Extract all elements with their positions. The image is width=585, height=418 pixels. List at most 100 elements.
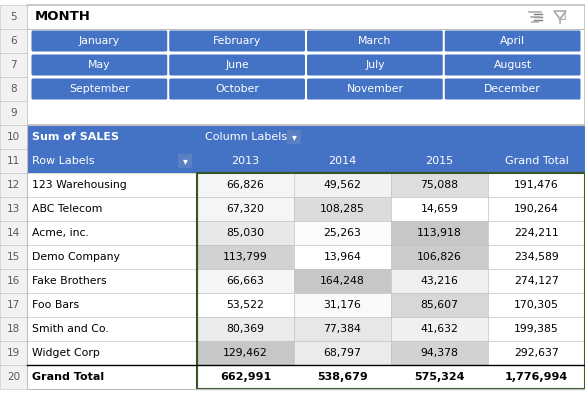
Bar: [27, 221, 197, 245]
Text: Grand Total: Grand Total: [32, 372, 104, 382]
FancyBboxPatch shape: [445, 31, 580, 51]
Text: 15: 15: [7, 252, 20, 262]
Bar: [0, 101, 27, 125]
Bar: [488, 317, 585, 341]
Text: Sum of SALES: Sum of SALES: [32, 132, 119, 142]
Text: 538,679: 538,679: [317, 372, 368, 382]
Text: ▾: ▾: [291, 132, 297, 142]
Bar: [27, 125, 585, 149]
Bar: [294, 245, 391, 269]
Bar: [27, 341, 197, 365]
Bar: [0, 365, 27, 389]
Text: 199,385: 199,385: [514, 324, 559, 334]
Bar: [294, 221, 391, 245]
Bar: [488, 293, 585, 317]
Text: Column Labels: Column Labels: [205, 132, 287, 142]
Text: 234,589: 234,589: [514, 252, 559, 262]
Bar: [0, 173, 27, 197]
Bar: [27, 5, 585, 125]
Text: August: August: [494, 60, 532, 70]
Text: April: April: [500, 36, 525, 46]
Text: 129,462: 129,462: [223, 348, 268, 358]
Text: 2014: 2014: [328, 156, 357, 166]
Text: 20: 20: [7, 372, 20, 382]
Bar: [197, 173, 585, 389]
Text: 113,799: 113,799: [223, 252, 268, 262]
FancyBboxPatch shape: [169, 54, 305, 76]
Bar: [197, 221, 294, 245]
Bar: [0, 5, 27, 29]
Text: 224,211: 224,211: [514, 228, 559, 238]
Bar: [27, 173, 197, 197]
Bar: [391, 245, 488, 269]
Text: 662,991: 662,991: [220, 372, 271, 382]
Bar: [27, 245, 197, 269]
Bar: [0, 29, 27, 53]
Bar: [197, 269, 294, 293]
Text: 67,320: 67,320: [226, 204, 264, 214]
Text: 43,216: 43,216: [421, 276, 459, 286]
Text: 19: 19: [7, 348, 20, 358]
FancyBboxPatch shape: [445, 54, 580, 76]
FancyBboxPatch shape: [169, 31, 305, 51]
Text: ▾: ▾: [183, 156, 187, 166]
Bar: [391, 269, 488, 293]
Bar: [294, 197, 391, 221]
Text: 123 Warehousing: 123 Warehousing: [32, 180, 127, 190]
Text: 9: 9: [10, 108, 17, 118]
Text: 18: 18: [7, 324, 20, 334]
Text: 66,826: 66,826: [226, 180, 264, 190]
Bar: [488, 197, 585, 221]
Bar: [0, 125, 27, 149]
Bar: [27, 197, 197, 221]
Text: Row Labels: Row Labels: [32, 156, 95, 166]
Bar: [0, 77, 27, 101]
Bar: [178, 154, 192, 168]
Bar: [0, 293, 27, 317]
Text: 85,607: 85,607: [421, 300, 459, 310]
Text: November: November: [346, 84, 404, 94]
Bar: [27, 269, 197, 293]
Text: Widget Corp: Widget Corp: [32, 348, 100, 358]
Text: 68,797: 68,797: [324, 348, 362, 358]
Bar: [27, 317, 197, 341]
Bar: [0, 53, 27, 77]
Text: 13: 13: [7, 204, 20, 214]
Text: 77,384: 77,384: [324, 324, 362, 334]
Bar: [294, 341, 391, 365]
Text: January: January: [79, 36, 120, 46]
Text: 2015: 2015: [425, 156, 453, 166]
Bar: [197, 317, 294, 341]
Text: 11: 11: [7, 156, 20, 166]
Text: 5: 5: [10, 12, 17, 22]
Text: Demo Company: Demo Company: [32, 252, 120, 262]
Bar: [391, 221, 488, 245]
Text: Acme, inc.: Acme, inc.: [32, 228, 89, 238]
Bar: [27, 365, 585, 389]
Text: 13,964: 13,964: [324, 252, 362, 262]
Bar: [488, 221, 585, 245]
Bar: [391, 317, 488, 341]
Bar: [294, 293, 391, 317]
FancyBboxPatch shape: [32, 54, 167, 76]
Text: 31,176: 31,176: [324, 300, 362, 310]
Text: 8: 8: [10, 84, 17, 94]
Text: 7: 7: [10, 60, 17, 70]
Text: 108,285: 108,285: [320, 204, 365, 214]
FancyBboxPatch shape: [307, 54, 443, 76]
Text: 164,248: 164,248: [320, 276, 365, 286]
Text: 274,127: 274,127: [514, 276, 559, 286]
Text: March: March: [358, 36, 391, 46]
Bar: [197, 293, 294, 317]
Bar: [27, 293, 197, 317]
Bar: [488, 245, 585, 269]
FancyBboxPatch shape: [32, 31, 167, 51]
Text: ⊿: ⊿: [557, 10, 567, 23]
Bar: [27, 125, 585, 389]
FancyBboxPatch shape: [32, 79, 167, 99]
Text: 25,263: 25,263: [324, 228, 362, 238]
Text: Fake Brothers: Fake Brothers: [32, 276, 106, 286]
Text: 16: 16: [7, 276, 20, 286]
Text: December: December: [484, 84, 541, 94]
Text: 10: 10: [7, 132, 20, 142]
